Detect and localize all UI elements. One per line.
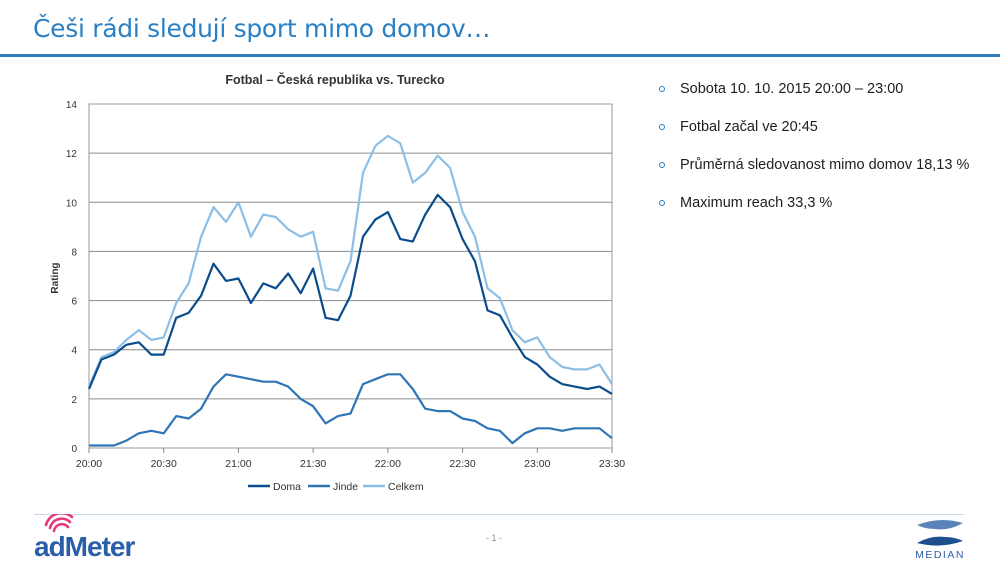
slide-title: Češi rádi sledují sport mimo domov… (33, 14, 491, 43)
bullet-text: Sobota 10. 10. 2015 20:00 – 23:00 (680, 81, 904, 97)
median-logo: MEDIAN (915, 519, 965, 560)
page-number: - 1 - (486, 533, 503, 543)
series-line-doma (87, 193, 613, 395)
x-tick-label: 20:30 (151, 458, 177, 470)
series-line-jinde (89, 373, 613, 447)
footer-divider (34, 514, 964, 515)
x-axis-ticks: 20:00 20:30 21:00 21:30 22:00 22:30 23:00 23:30 (76, 448, 625, 470)
bullet-item: Průměrná sledovanost mimo domov 18,13 % (656, 156, 986, 175)
admeter-logo: adMeter (34, 514, 136, 559)
chart-container: Fotbal – Česká republika vs. Turecko Rat… (0, 60, 650, 510)
bullet-circle-icon (659, 162, 665, 168)
y-axis-ticks: 0 2 4 6 8 10 12 14 (66, 100, 78, 455)
y-tick-label: 2 (71, 395, 77, 406)
bullet-circle-icon (659, 200, 665, 206)
title-divider (0, 54, 1000, 57)
legend-label: Jinde (333, 481, 358, 493)
bullet-circle-icon (659, 124, 665, 130)
bullet-item: Fotbal začal ve 20:45 (656, 118, 986, 137)
bullet-text: Průměrná sledovanost mimo domov 18,13 % (680, 157, 970, 173)
x-tick-label: 21:30 (300, 458, 326, 470)
chart-legend: Doma Jinde Celkem (248, 481, 424, 493)
bullet-text: Fotbal začal ve 20:45 (680, 119, 818, 135)
y-tick-label: 6 (71, 297, 77, 308)
y-tick-label: 4 (71, 346, 77, 357)
x-tick-label: 20:00 (76, 458, 102, 470)
bullet-item: Sobota 10. 10. 2015 20:00 – 23:00 (656, 80, 986, 99)
median-logo-text: MEDIAN (915, 549, 965, 560)
series-line-celkem (87, 134, 613, 388)
bullet-circle-icon (659, 86, 665, 92)
chart-series (87, 134, 613, 447)
y-tick-label: 8 (71, 247, 77, 258)
bullet-item: Maximum reach 33,3 % (656, 194, 986, 213)
x-tick-label: 21:00 (225, 458, 251, 470)
legend-label: Celkem (388, 481, 424, 493)
chart-title: Fotbal – Česká republika vs. Turecko (225, 72, 445, 87)
x-tick-label: 23:00 (524, 458, 550, 470)
x-tick-label: 22:00 (375, 458, 401, 470)
y-axis-label: Rating (50, 262, 61, 293)
legend-label: Doma (273, 481, 301, 493)
bullet-text: Maximum reach 33,3 % (680, 195, 833, 211)
bullet-list: Sobota 10. 10. 2015 20:00 – 23:00 Fotbal… (656, 80, 986, 232)
chart-grid (88, 103, 613, 449)
y-tick-label: 12 (66, 149, 78, 160)
x-tick-label: 22:30 (449, 458, 475, 470)
line-chart: Fotbal – Česká republika vs. Turecko Rat… (50, 72, 625, 493)
y-tick-label: 14 (66, 100, 78, 111)
y-tick-label: 0 (71, 444, 77, 455)
y-tick-label: 10 (66, 198, 78, 209)
x-tick-label: 23:30 (599, 458, 625, 470)
admeter-logo-text: adMeter (34, 531, 135, 559)
plot-frame (88, 103, 613, 449)
